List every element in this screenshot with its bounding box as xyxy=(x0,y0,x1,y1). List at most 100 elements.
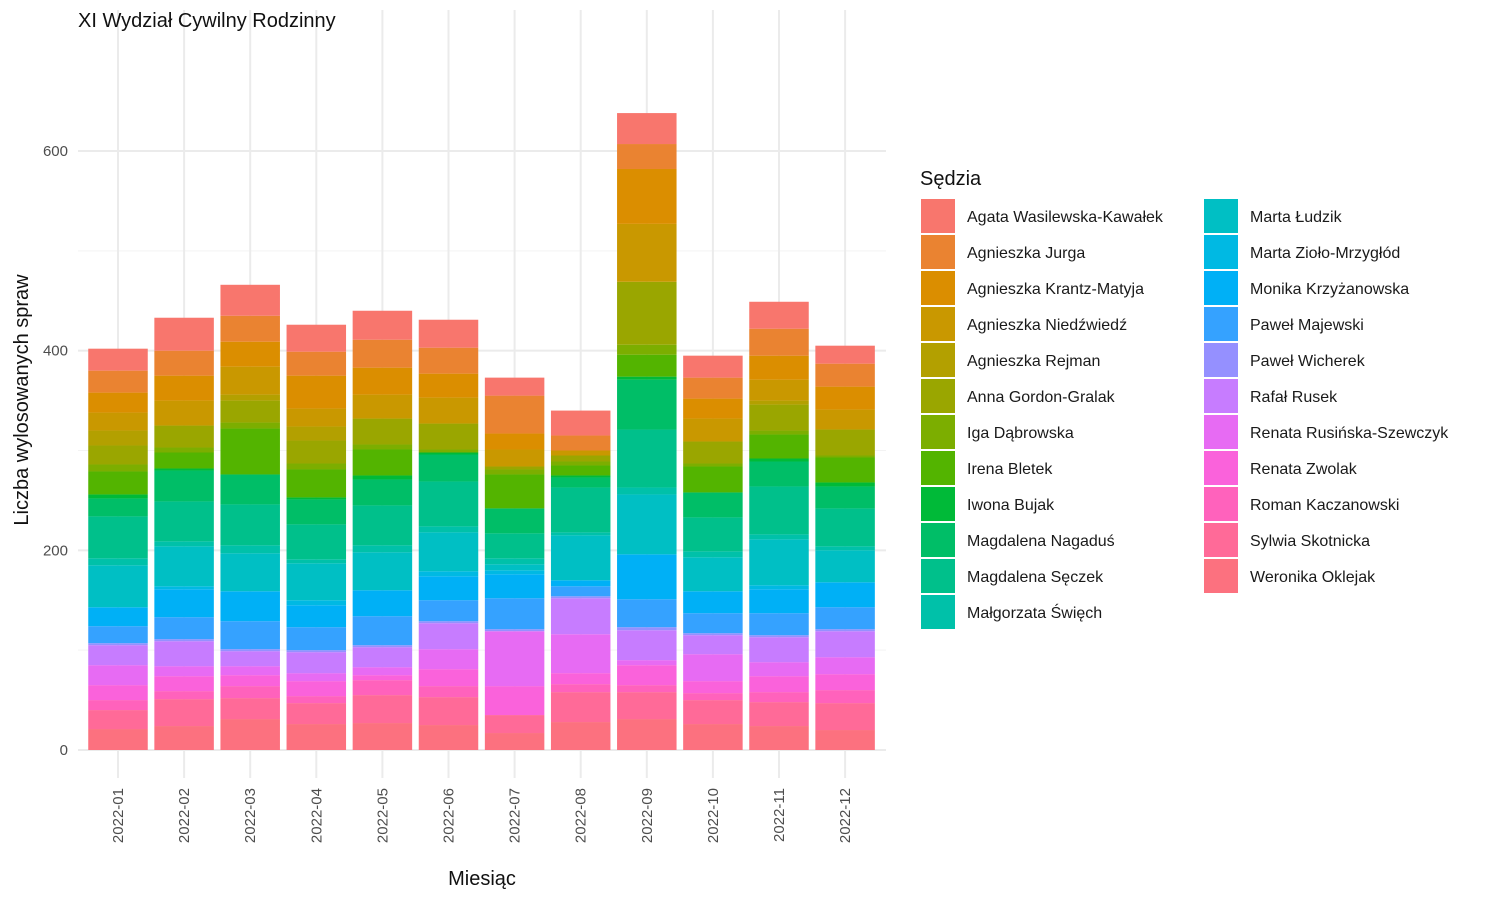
bar-segment xyxy=(286,440,347,464)
bar-segment xyxy=(484,449,545,467)
legend: Sędzia Agata Wasilewska-Kawałek Agnieszka… xyxy=(920,168,1449,629)
bar-segment xyxy=(749,379,809,401)
legend-label: Agnieszka Krantz-Matyja xyxy=(967,281,1144,298)
bar-segment xyxy=(617,168,677,224)
legend-key xyxy=(1204,451,1238,485)
legend-item: Iga Dąbrowska xyxy=(921,415,1074,449)
bar-segment xyxy=(815,730,875,750)
bar-segment xyxy=(749,430,809,435)
bar-segment xyxy=(88,643,148,646)
legend-label: Agnieszka Rejman xyxy=(967,353,1100,370)
legend-item: Rafał Rusek xyxy=(1204,379,1338,413)
legend-item: Małgorzata Święch xyxy=(921,595,1102,629)
bar-segment xyxy=(683,613,743,634)
legend-item: Magdalena Sęczek xyxy=(921,559,1104,593)
legend-label: Marta Łudzik xyxy=(1250,209,1343,226)
legend-key xyxy=(921,451,955,485)
bar-segment xyxy=(550,684,611,693)
bar-segment xyxy=(88,464,148,472)
bar-segment xyxy=(617,344,677,355)
legend-item: Agnieszka Rejman xyxy=(921,343,1100,377)
legend-item: Agnieszka Jurga xyxy=(921,235,1085,269)
y-axis-title: Liczba wylosowanych spraw xyxy=(11,274,33,526)
bar-segment xyxy=(286,324,347,352)
legend-key xyxy=(921,559,955,593)
bar-segment xyxy=(550,487,611,533)
x-tick-label: 2022-06 xyxy=(441,788,458,843)
bar-segment xyxy=(286,426,347,441)
bar-segment xyxy=(484,686,545,716)
bar-segment xyxy=(749,726,809,750)
x-tick-label: 2022-10 xyxy=(705,788,722,843)
bar-segment xyxy=(418,347,479,374)
bar-segment xyxy=(617,379,677,430)
legend-label: Irena Bletek xyxy=(967,461,1053,478)
bar-segment xyxy=(550,532,611,536)
legend-item: Magdalena Nagaduś xyxy=(921,523,1115,557)
bar-segment xyxy=(749,486,809,535)
bar-segment xyxy=(220,428,280,475)
bar-segment xyxy=(286,563,347,601)
bar-segment xyxy=(683,517,743,552)
bar-stacks xyxy=(88,113,875,750)
bar-segment xyxy=(683,418,743,442)
x-tick-label: 2022-03 xyxy=(242,788,259,843)
bar-segment xyxy=(88,494,148,499)
bar-segment xyxy=(815,386,875,410)
bar-segment xyxy=(154,375,214,401)
legend-label: Renata Rusińska-Szewczyk xyxy=(1250,425,1449,442)
bar-segment xyxy=(352,505,413,546)
bar-segment xyxy=(352,645,413,648)
bar-segment xyxy=(815,429,875,456)
bar-segment xyxy=(749,328,809,356)
bar-segment xyxy=(617,665,677,686)
bar-segment xyxy=(815,607,875,630)
bar-segment xyxy=(749,434,809,459)
legend-label: Renata Zwolak xyxy=(1250,461,1358,478)
bar-segment xyxy=(683,693,743,701)
legend-key xyxy=(1204,487,1238,521)
bar-segment xyxy=(617,144,677,169)
bar-segment xyxy=(220,422,280,429)
legend-key xyxy=(1204,415,1238,449)
legend-key xyxy=(1204,271,1238,305)
legend-item: Agnieszka Krantz-Matyja xyxy=(921,271,1144,305)
bar-segment xyxy=(550,586,611,597)
bar-segment xyxy=(286,724,347,750)
bar-segment xyxy=(88,558,148,566)
bar-segment xyxy=(418,697,479,726)
bar-segment xyxy=(617,685,677,693)
bar-segment xyxy=(88,685,148,701)
bar-segment xyxy=(815,455,875,458)
bar-segment xyxy=(484,433,545,450)
bar-segment xyxy=(154,586,214,590)
y-axis-ticks: 0 200 400 600 xyxy=(43,143,68,759)
legend-items: Agata Wasilewska-Kawałek Agnieszka Jurga A… xyxy=(921,199,1449,629)
x-tick-label: 2022-11 xyxy=(771,788,788,842)
bar-segment xyxy=(617,627,677,631)
bar-segment xyxy=(220,394,280,401)
bar-segment xyxy=(815,363,875,387)
x-tick-label: 2022-09 xyxy=(639,788,656,843)
bar-segment xyxy=(683,355,743,378)
legend-key xyxy=(1204,235,1238,269)
bar-segment xyxy=(749,676,809,693)
legend-label: Małgorzata Święch xyxy=(967,603,1102,622)
bar-segment xyxy=(749,662,809,677)
bar-segment xyxy=(617,692,677,720)
legend-key xyxy=(1204,379,1238,413)
bar-segment xyxy=(352,479,413,506)
bar-segment xyxy=(484,533,545,559)
bar-segment xyxy=(154,676,214,692)
bar-segment xyxy=(286,375,347,409)
bar-segment xyxy=(88,626,148,644)
bar-segment xyxy=(484,508,545,534)
legend-key xyxy=(921,379,955,413)
bar-segment xyxy=(418,686,479,698)
bar-segment xyxy=(418,600,479,622)
bar-segment xyxy=(352,680,413,696)
bar-segment xyxy=(550,580,611,587)
bar-segment xyxy=(749,585,809,590)
bar-segment xyxy=(815,409,875,430)
